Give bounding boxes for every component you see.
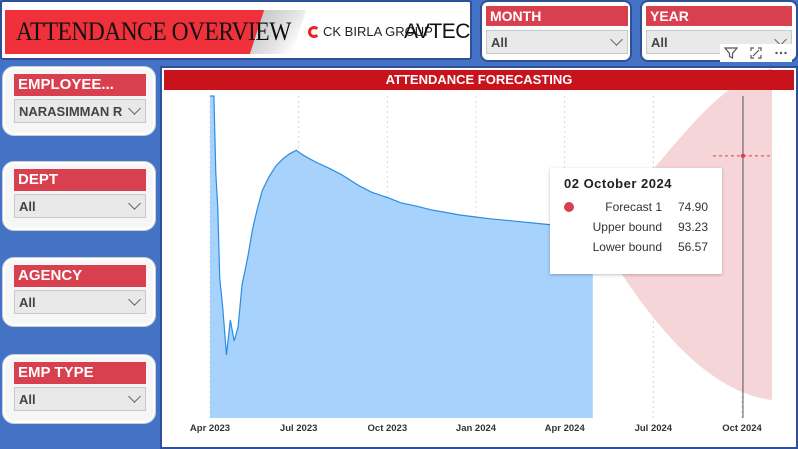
x-tick-label: Apr 2024	[545, 423, 586, 434]
chevron-down-icon	[610, 33, 623, 46]
filter-icon[interactable]	[723, 45, 739, 61]
dept-slicer[interactable]: DEPT All	[2, 161, 156, 231]
employee-dropdown-value: NARASIMMAN R	[19, 104, 123, 119]
emp-type-dropdown-value: All	[19, 392, 36, 407]
x-tick-label: Jul 2023	[280, 423, 318, 434]
chevron-down-icon	[128, 390, 141, 403]
avtec-logo: AVTEC®	[404, 20, 471, 44]
tooltip-value: 93.23	[677, 220, 708, 234]
more-options-icon[interactable]	[773, 45, 789, 61]
page-title: ATTENDANCE OVERVIEW	[16, 17, 291, 46]
attendance-line	[210, 95, 593, 356]
header-banner: ATTENDANCE OVERVIEW CK BIRLA GROUP AVTEC…	[0, 0, 472, 60]
chart-title: ATTENDANCE FORECASTING	[164, 70, 794, 90]
employee-slicer-label: EMPLOYEE...	[14, 74, 146, 96]
chevron-down-icon	[128, 293, 141, 306]
agency-slicer[interactable]: AGENCY All	[2, 257, 156, 327]
employee-dropdown[interactable]: NARASIMMAN R	[14, 99, 146, 123]
avtec-registered-mark: ®	[470, 23, 471, 32]
year-dropdown-value: All	[651, 35, 668, 50]
tooltip-row: Forecast 1 74.90	[564, 197, 708, 217]
forecast-chart-panel: Apr 2023 Jul 2023 Oct 2023 Jan 2024 Apr 2024…	[160, 66, 798, 449]
tooltip-value: 74.90	[677, 200, 708, 214]
avtec-logo-text: AVTEC	[404, 20, 470, 43]
forecast-point	[740, 153, 746, 159]
dept-dropdown-value: All	[19, 199, 36, 214]
tooltip-label: Upper bound	[592, 220, 662, 234]
tooltip-label: Forecast 1	[605, 200, 662, 214]
chevron-down-icon	[128, 197, 141, 210]
tooltip-value: 56.57	[677, 240, 708, 254]
month-dropdown-value: All	[491, 35, 508, 50]
tooltip-spacer	[564, 242, 574, 252]
emp-type-dropdown[interactable]: All	[14, 387, 146, 411]
ck-birla-logo: CK BIRLA GROUP	[308, 24, 433, 39]
month-slicer[interactable]: MONTH All	[480, 0, 632, 62]
month-slicer-label: MONTH	[486, 6, 628, 26]
x-tick-label: Oct 2024	[722, 423, 762, 434]
focus-mode-icon[interactable]	[748, 45, 764, 61]
emp-type-slicer[interactable]: EMP TYPE All	[2, 354, 156, 424]
tooltip-date: 02 October 2024	[564, 176, 672, 191]
employee-slicer[interactable]: EMPLOYEE... NARASIMMAN R	[2, 66, 156, 136]
forecast-legend-dot-icon	[564, 202, 574, 212]
chevron-down-icon	[128, 102, 141, 115]
dept-dropdown[interactable]: All	[14, 194, 146, 218]
agency-slicer-label: AGENCY	[14, 265, 146, 287]
month-dropdown[interactable]: All	[486, 30, 628, 54]
ck-birla-logo-text: CK BIRLA GROUP	[323, 24, 433, 39]
tooltip-spacer	[564, 222, 574, 232]
ck-birla-mark-icon	[308, 25, 320, 38]
agency-dropdown[interactable]: All	[14, 290, 146, 314]
dept-slicer-label: DEPT	[14, 169, 146, 191]
x-tick-label: Jul 2024	[635, 423, 673, 434]
x-tick-label: Apr 2023	[190, 423, 230, 434]
x-tick-label: Oct 2023	[368, 423, 408, 434]
visual-header-icons	[720, 44, 792, 62]
agency-dropdown-value: All	[19, 295, 36, 310]
attendance-area	[210, 96, 593, 418]
title-background	[5, 10, 275, 54]
year-slicer-label: YEAR	[646, 6, 792, 26]
tooltip-row: Lower bound 56.57	[564, 237, 708, 257]
emp-type-slicer-label: EMP TYPE	[14, 362, 146, 384]
tooltip-label: Lower bound	[592, 240, 662, 254]
tooltip-row: Upper bound 93.23	[564, 217, 708, 237]
x-tick-label: Jan 2024	[456, 423, 497, 434]
chart-tooltip: 02 October 2024 Forecast 1 74.90 Upper b…	[550, 168, 722, 274]
